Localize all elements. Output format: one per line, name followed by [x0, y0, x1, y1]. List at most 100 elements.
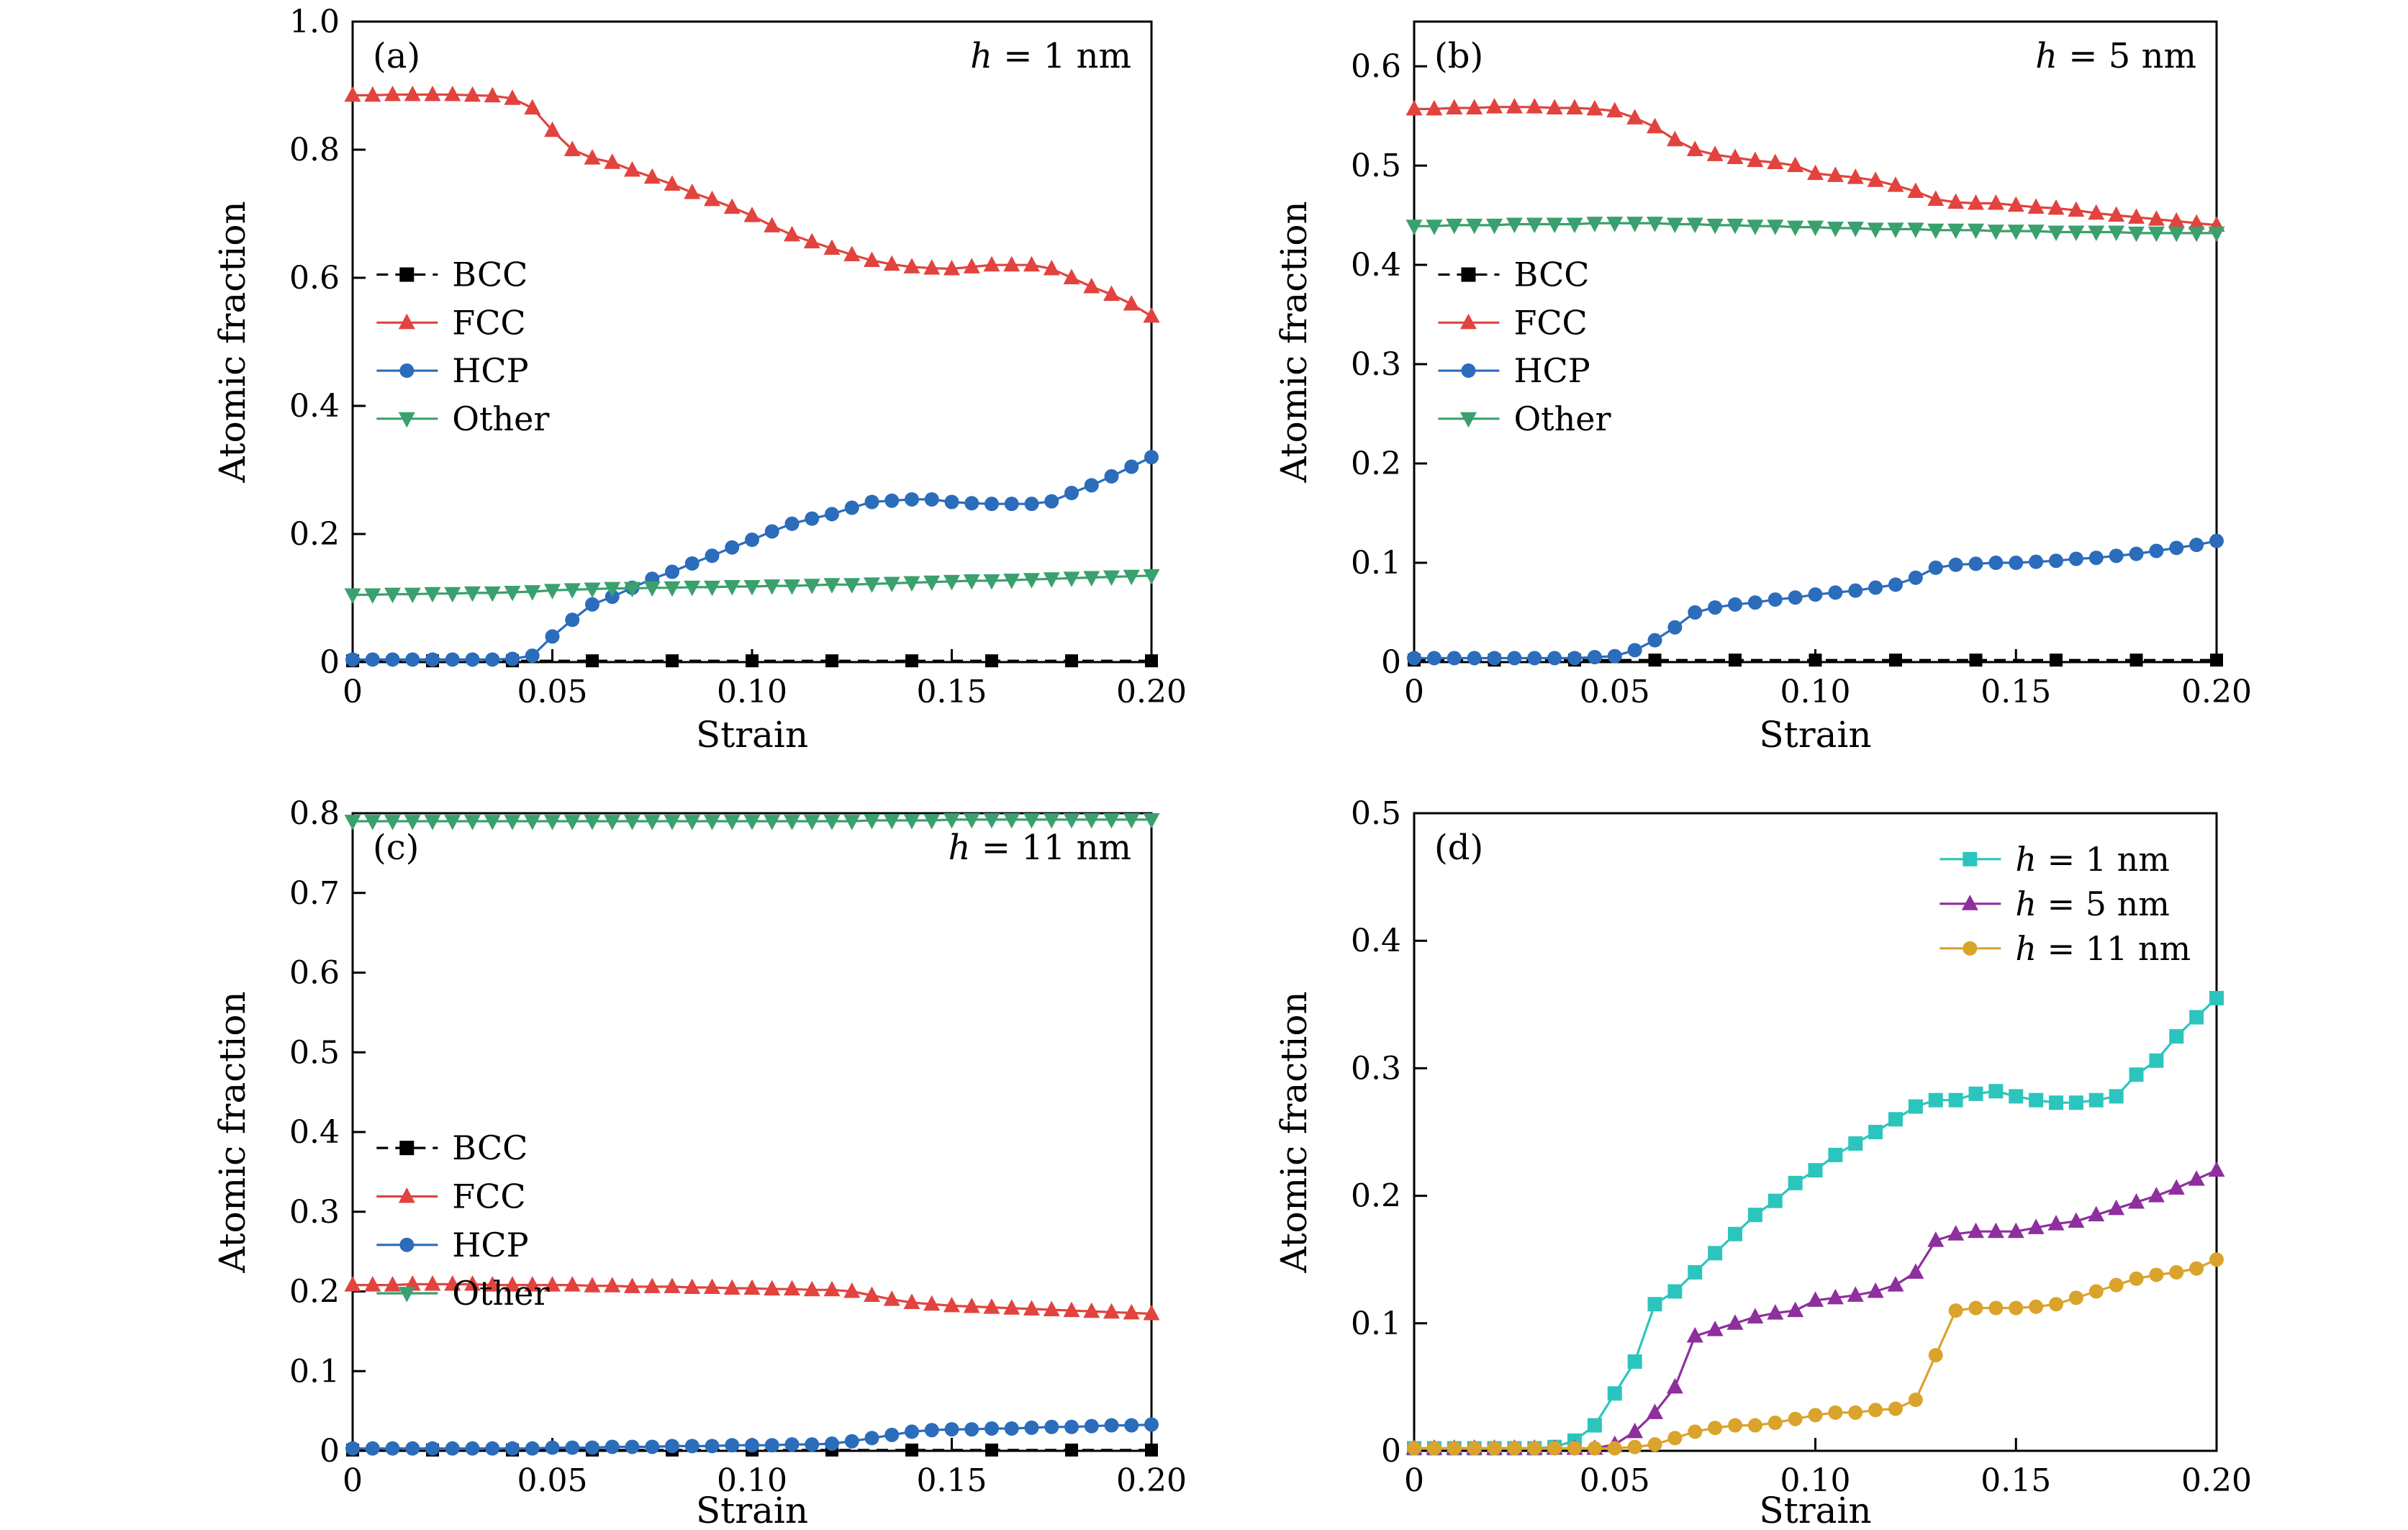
y-tick-label: 0.1	[289, 1353, 340, 1390]
panel-c-chart: 0 0.05 0.10 0.15 0.20 0 0.1 0.2 0.3 0.4 0.5 0.6 0.7 0…	[0, 765, 1204, 1530]
legend-item: Other	[376, 399, 549, 438]
x-tick-label: 0.10	[1780, 1462, 1851, 1499]
legend: BCC FCC HCP Other	[1438, 255, 1611, 438]
y-tick-label: 0	[1381, 1433, 1401, 1470]
y-axis-label: Atomic fraction	[212, 201, 253, 483]
legend-label: HCP	[1513, 351, 1590, 390]
legend-item: BCC	[376, 1128, 528, 1167]
x-axis-label: Strain	[1759, 1490, 1871, 1530]
y-tick-label: 0.4	[1351, 247, 1401, 284]
panel-label: (b)	[1434, 36, 1483, 76]
y-tick-label: 0.8	[289, 795, 340, 832]
series-FCC	[344, 1275, 1160, 1321]
y-tick-label: 0.8	[289, 132, 340, 168]
panel-b-chart: 0 0.05 0.10 0.15 0.20 0 0.1 0.2 0.3 0.4 0.5 0.6 Stra…	[1204, 0, 2408, 765]
x-axis-label: Strain	[1759, 714, 1871, 756]
y-tick-label: 0.5	[289, 1034, 340, 1071]
y-tick-label: 0.1	[1351, 1305, 1401, 1342]
y-tick-label: 0.6	[1351, 48, 1401, 85]
legend-label: HCP	[452, 1226, 528, 1264]
panel-label: (c)	[373, 828, 419, 868]
legend-label: h = 5 nm	[2015, 884, 2170, 923]
legend-label: BCC	[452, 255, 528, 294]
y-tick-label: 0.7	[289, 875, 340, 912]
panel-a-chart: 0 0.05 0.10 0.15 0.20 0 0.2 0.4 0.6 0.8 1.0 Strain A…	[0, 0, 1204, 765]
legend-item: HCP	[1438, 351, 1590, 390]
y-axis-label: Atomic fraction	[1273, 991, 1315, 1273]
panel-d-chart: 0 0.05 0.10 0.15 0.20 0 0.1 0.2 0.3 0.4 0.5 Strain A…	[1204, 765, 2408, 1530]
legend-item: FCC	[1438, 303, 1588, 342]
panel-b-plot-svg: 0 0.05 0.10 0.15 0.20 0 0.1 0.2 0.3 0.4 0.5 0.6 Stra…	[1273, 20, 2252, 756]
x-tick-label: 0.05	[517, 1462, 588, 1499]
legend-item: h = 1 nm	[1939, 840, 2170, 879]
x-tick-label: 0	[1404, 674, 1424, 710]
legend-label: FCC	[1513, 303, 1587, 342]
y-tick-label: 0.3	[1351, 346, 1401, 383]
legend-item: FCC	[376, 1177, 526, 1216]
x-tick-label: 0.15	[1981, 674, 2051, 710]
series-FCC	[344, 85, 1160, 323]
x-tick-label: 0.15	[917, 674, 987, 710]
y-tick-label: 0.5	[1351, 148, 1401, 184]
y-axis-label: Atomic fraction	[212, 991, 253, 1273]
x-tick-label: 0.05	[1580, 1462, 1650, 1499]
x-tick-label: 0.10	[717, 1462, 787, 1499]
x-tick-label: 0.20	[2181, 674, 2252, 710]
series-HCP	[1407, 533, 2224, 666]
y-tick-label: 0.4	[1351, 923, 1401, 959]
x-tick-label: 0.10	[717, 674, 787, 710]
legend-label: FCC	[452, 1177, 525, 1216]
corner-label: h = 11 nm	[949, 828, 1131, 868]
series-Other	[344, 569, 1160, 605]
legend-item: HCP	[376, 1226, 529, 1264]
y-tick-label: 0	[320, 1433, 340, 1470]
x-tick-label: 0	[1404, 1462, 1424, 1499]
legend-label: Other	[452, 1274, 549, 1313]
series-Other	[344, 812, 1160, 830]
panel-label: (a)	[373, 36, 420, 76]
y-tick-label: 0.3	[289, 1194, 340, 1231]
legend-item: Other	[1438, 399, 1611, 438]
series-HCP	[345, 450, 1159, 667]
y-tick-label: 0.5	[1351, 795, 1401, 832]
x-tick-label: 0.15	[917, 1462, 987, 1499]
y-tick-label: 1.0	[289, 4, 340, 40]
legend-label: h = 1 nm	[2015, 840, 2170, 879]
y-tick-label: 0	[1381, 644, 1401, 681]
y-tick-label: 0.3	[1351, 1050, 1401, 1087]
legend-label: h = 11 nm	[2015, 929, 2191, 968]
series-h11nm	[1407, 1252, 2224, 1456]
x-tick-label: 0.20	[1116, 1462, 1187, 1499]
legend-item: h = 11 nm	[1939, 929, 2191, 968]
y-tick-label: 0.2	[1351, 1178, 1401, 1215]
panel-c-plot-svg: 0 0.05 0.10 0.15 0.20 0 0.1 0.2 0.3 0.4 0.5 0.6 0.7 0…	[212, 795, 1187, 1530]
legend-label: BCC	[452, 1128, 528, 1167]
series-h1nm	[1407, 990, 2224, 1456]
legend: BCC FCC HCP Other	[376, 1128, 549, 1313]
legend: h = 1 nm h = 5 nm h = 11 nm	[1939, 840, 2191, 968]
legend-label: FCC	[452, 303, 525, 342]
legend-item: BCC	[376, 255, 528, 294]
corner-label: h = 5 nm	[2035, 36, 2196, 76]
y-tick-label: 0.2	[1351, 445, 1401, 482]
x-tick-label: 0	[343, 1462, 363, 1499]
series-HCP	[345, 1417, 1159, 1456]
x-tick-label: 0.10	[1780, 674, 1851, 710]
x-tick-label: 0.05	[517, 674, 588, 710]
y-axis-label: Atomic fraction	[1273, 201, 1315, 483]
x-tick-label: 0.05	[1580, 674, 1650, 710]
y-tick-label: 0.2	[289, 516, 340, 553]
x-tick-label: 0.15	[1981, 1462, 2051, 1499]
y-tick-label: 0.4	[289, 1114, 340, 1151]
series-FCC	[1406, 98, 2225, 232]
x-tick-label: 0	[343, 674, 363, 710]
y-tick-label: 0.6	[289, 955, 340, 992]
legend: BCC FCC HCP Other	[376, 255, 549, 438]
legend-item: FCC	[376, 303, 526, 342]
series-Other	[1406, 217, 2225, 243]
y-tick-label: 0.1	[1351, 545, 1401, 581]
y-tick-label: 0	[320, 644, 340, 681]
legend-item: h = 5 nm	[1939, 884, 2170, 923]
legend-label: Other	[1513, 399, 1611, 438]
